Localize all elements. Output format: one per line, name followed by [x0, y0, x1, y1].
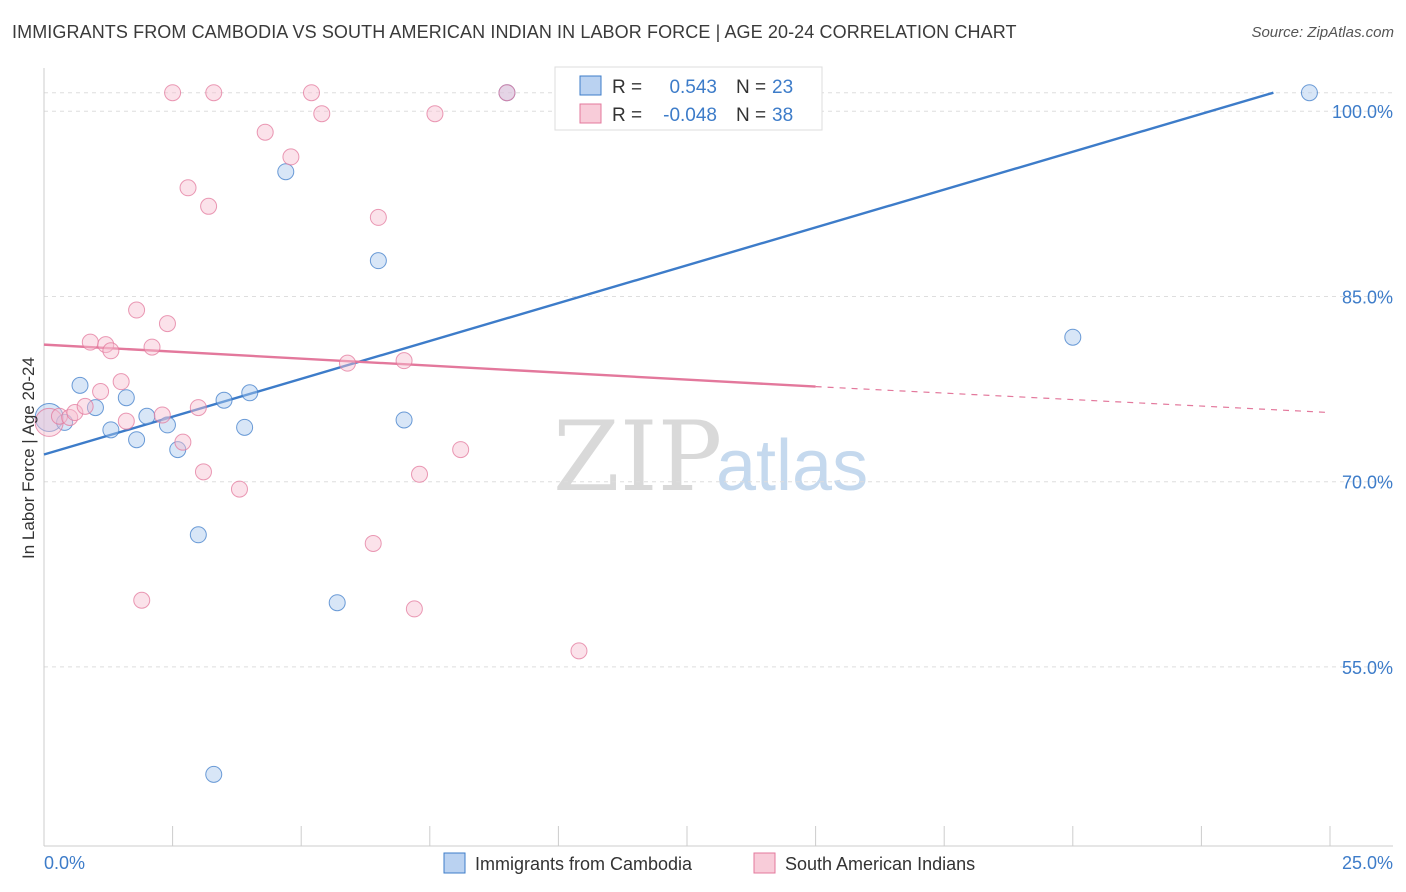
y-tick-label: 85.0% — [1342, 287, 1393, 307]
data-point-series-0 — [189, 526, 207, 544]
legend-r-value-south-american: -0.048 — [663, 105, 717, 126]
data-point-series-0 — [1064, 328, 1082, 346]
data-point-series-0 — [102, 421, 120, 439]
watermark-atlas: atlas — [716, 426, 868, 506]
legend-r-label-1: R = — [612, 77, 642, 98]
data-point-series-1 — [92, 383, 110, 401]
data-point-series-1 — [112, 373, 130, 391]
legend-r-label-2: R = — [612, 105, 642, 126]
axes — [43, 68, 1393, 847]
data-point-series-1 — [189, 399, 207, 417]
legend-swatch-cambodia — [579, 75, 602, 96]
data-point-series-0 — [236, 418, 254, 436]
legend-swatch-south-american — [579, 103, 602, 124]
data-point-series-1 — [364, 534, 382, 552]
data-point-series-1 — [128, 301, 146, 319]
data-point-series-1 — [158, 315, 176, 333]
legend-r-value-cambodia: 0.543 — [669, 77, 717, 98]
data-point-series-1 — [133, 591, 151, 609]
data-point-series-1 — [452, 441, 470, 459]
watermark: ZIP atlas — [553, 401, 868, 513]
data-point-series-1 — [66, 404, 84, 422]
legend-bottom-swatch-south-american — [753, 852, 776, 874]
legend-series: Immigrants from Cambodia South American … — [443, 852, 975, 874]
data-point-series-1 — [153, 406, 171, 424]
data-point-series-1 — [174, 433, 192, 451]
legend-n-value-south-american: 38 — [772, 105, 793, 126]
data-point-series-1 — [179, 179, 197, 197]
source-credit: Source: ZipAtlas.com — [1251, 24, 1394, 41]
grid — [44, 92, 1393, 668]
y-tick-label: 70.0% — [1342, 473, 1393, 493]
data-point-series-1 — [117, 412, 135, 430]
y-tick-label: 100.0% — [1332, 102, 1393, 122]
data-point-series-0 — [1300, 84, 1318, 102]
data-point-series-1 — [498, 84, 516, 102]
data-point-series-1 — [194, 463, 212, 481]
data-point-series-1 — [230, 480, 248, 498]
x-tick-label-max: 25.0% — [1342, 853, 1393, 873]
data-point-series-1 — [338, 354, 356, 372]
data-point-series-0 — [277, 163, 295, 181]
data-point-series-0 — [369, 252, 387, 270]
watermark-zip: ZIP — [553, 401, 722, 513]
legend-n-label-1: N = — [736, 77, 766, 98]
legend-bottom-label-south-american: South American Indians — [785, 854, 975, 874]
data-point-series-0 — [241, 384, 259, 402]
data-point-series-1 — [81, 333, 99, 351]
legend-stats: R = 0.543 N = 23 R = -0.048 N = 38 — [554, 66, 823, 131]
legend-bottom-label-cambodia: Immigrants from Cambodia — [475, 854, 693, 874]
data-point-series-0 — [158, 416, 176, 434]
data-points — [34, 84, 1318, 783]
legend-n-label-2: N = — [736, 105, 766, 126]
data-point-series-1 — [313, 105, 331, 123]
trend-line-1 — [43, 343, 816, 388]
data-point-series-0 — [395, 411, 413, 429]
data-point-series-1 — [282, 148, 300, 166]
data-point-series-0 — [138, 407, 156, 425]
y-tick-labels: 55.0% 70.0% 85.0% 100.0% — [1332, 102, 1393, 678]
data-point-series-1 — [256, 123, 274, 141]
y-tick-label: 55.0% — [1342, 658, 1393, 678]
data-point-series-1 — [205, 84, 223, 102]
data-point-series-0 — [328, 594, 346, 612]
data-point-series-1 — [164, 84, 182, 102]
trend-line-0 — [43, 91, 1274, 456]
data-point-series-1 — [411, 465, 429, 483]
legend-n-value-cambodia: 23 — [772, 77, 793, 98]
data-point-series-0 — [215, 391, 233, 409]
data-point-series-1 — [143, 338, 161, 356]
chart-title: IMMIGRANTS FROM CAMBODIA VS SOUTH AMERIC… — [12, 22, 1017, 42]
y-axis-label: In Labor Force | Age 20-24 — [19, 357, 38, 559]
data-point-series-0 — [205, 765, 223, 783]
data-point-series-1 — [426, 105, 444, 123]
data-point-series-1 — [302, 84, 320, 102]
data-point-series-1 — [570, 642, 588, 660]
x-tick-label-min: 0.0% — [44, 853, 85, 873]
trend-lines — [43, 91, 1331, 456]
data-point-series-1 — [395, 352, 413, 370]
legend-bottom-swatch-cambodia — [443, 852, 466, 874]
data-point-series-0 — [71, 376, 89, 394]
data-point-series-1 — [200, 197, 218, 215]
data-point-series-0 — [117, 389, 135, 407]
data-point-series-1 — [369, 208, 387, 226]
data-point-series-1 — [76, 397, 94, 415]
data-point-series-1 — [102, 342, 120, 360]
data-point-series-1 — [405, 600, 423, 618]
data-point-series-1 — [61, 408, 79, 426]
data-point-series-0 — [128, 431, 146, 449]
trend-line-extension-1 — [815, 386, 1331, 414]
